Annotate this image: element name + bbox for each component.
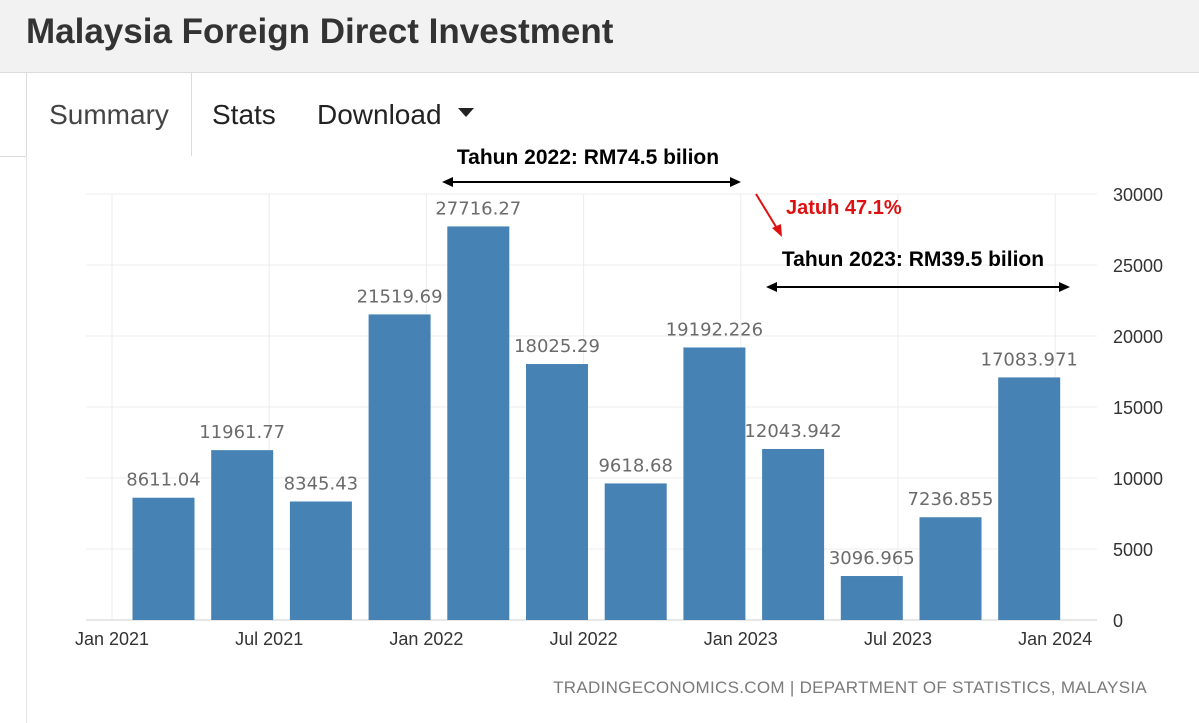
y-tick-label: 0 [1113, 611, 1123, 631]
tab-download-label: Download [317, 99, 442, 130]
y-tick-label: 15000 [1113, 398, 1163, 418]
annotation-2023-arrow [766, 282, 1070, 292]
bar[interactable] [998, 377, 1061, 620]
bar[interactable] [762, 448, 825, 620]
annotation-drop: Jatuh 47.1% [786, 197, 902, 219]
chart-y-axis: 0 5000 10000 15000 20000 25000 30000 [1113, 185, 1163, 631]
tab-bar: Summary Stats Download [0, 73, 1199, 157]
tab-download[interactable]: Download [317, 73, 474, 156]
y-tick-label: 5000 [1113, 540, 1153, 560]
y-tick-label: 20000 [1113, 327, 1163, 347]
bar[interactable] [211, 450, 274, 620]
bar[interactable] [289, 501, 352, 620]
bar[interactable] [526, 364, 588, 620]
annotation-2022-arrow [442, 177, 741, 187]
tab-stats[interactable]: Stats [212, 99, 276, 130]
bar-value-label: 11961.77 [199, 422, 285, 443]
chart-bars [132, 226, 1061, 621]
x-tick-label: Jan 2022 [389, 629, 463, 649]
y-tick-label: 10000 [1113, 469, 1163, 489]
bar[interactable] [604, 483, 667, 620]
x-tick-label: Jul 2021 [235, 629, 303, 649]
bar[interactable] [840, 576, 903, 620]
bar-value-label: 9618.68 [598, 455, 672, 476]
bar-value-label: 21519.69 [357, 286, 443, 307]
annotation-2023: Tahun 2023: RM39.5 bilion [782, 248, 1044, 271]
x-tick-label: Jul 2023 [864, 629, 932, 649]
page-title: Malaysia Foreign Direct Investment [26, 12, 614, 51]
bar-value-label: 3096.965 [829, 548, 915, 569]
bar[interactable] [447, 226, 510, 621]
annotation-2022: Tahun 2022: RM74.5 bilion [457, 146, 719, 169]
tab-summary[interactable]: Summary [26, 73, 192, 157]
bar[interactable] [683, 347, 746, 620]
bar-value-label: 17083.971 [981, 349, 1078, 370]
chart-data-labels: 8611.04 11961.77 8345.43 21519.69 27716.27 18… [126, 198, 1078, 569]
bar[interactable] [919, 517, 982, 620]
bar[interactable] [132, 497, 195, 620]
bar-value-label: 7236.855 [908, 489, 994, 510]
x-tick-label: Jul 2022 [550, 629, 618, 649]
x-tick-label: Jan 2023 [704, 629, 778, 649]
page-header: Malaysia Foreign Direct Investment [0, 0, 1199, 73]
bar-value-label: 8611.04 [126, 470, 200, 491]
bar-value-label: 27716.27 [435, 198, 521, 219]
chart-source: TRADINGECONOMICS.COM | DEPARTMENT OF STA… [553, 678, 1147, 697]
bar-value-label: 18025.29 [514, 336, 600, 357]
caret-down-icon [457, 108, 474, 118]
y-tick-label: 30000 [1113, 185, 1163, 205]
x-tick-label: Jan 2021 [75, 629, 149, 649]
bar-value-label: 8345.43 [284, 473, 358, 494]
bar-value-label: 12043.942 [744, 421, 841, 442]
x-tick-label: Jan 2024 [1018, 629, 1092, 649]
chart-x-axis: Jan 2021 Jul 2021 Jan 2022 Jul 2022 Jan 2023… [75, 629, 1092, 649]
bar-value-label: 19192.226 [666, 319, 763, 340]
y-tick-label: 25000 [1113, 256, 1163, 276]
bar[interactable] [368, 314, 431, 620]
drop-arrow [755, 193, 782, 237]
